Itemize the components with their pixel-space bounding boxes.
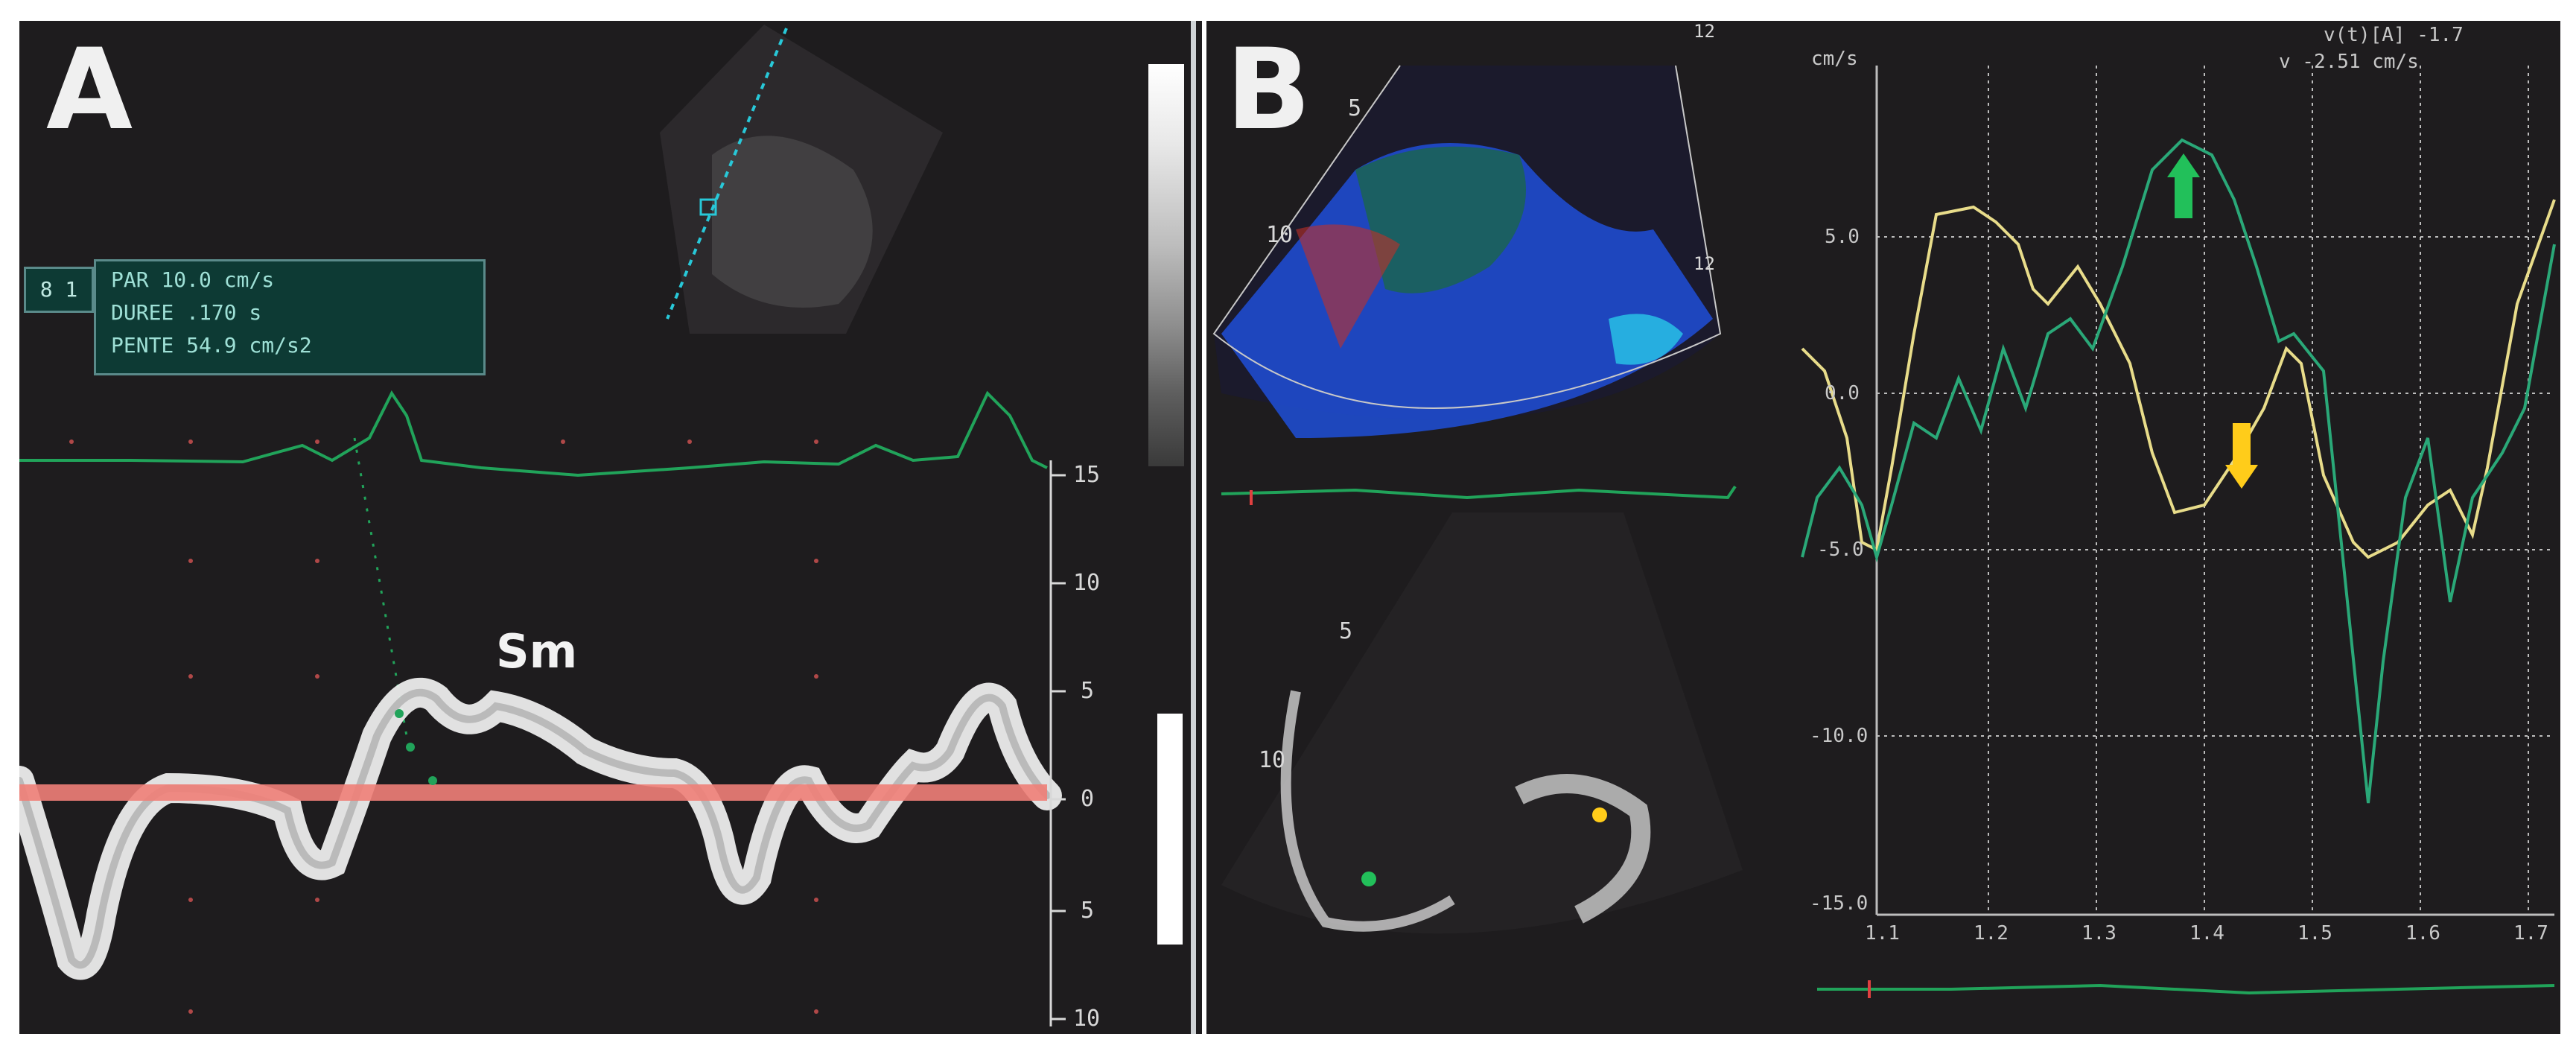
sm-wave-label: Sm (496, 624, 578, 679)
y-tick: 0.0 (1825, 382, 1860, 404)
y-tick: -5.0 (1817, 539, 1864, 561)
y-tick: -15.0 (1810, 892, 1869, 915)
measurement-line-par: PAR 10.0 cm/s (111, 267, 275, 292)
color-bar-top-label: 12 (1694, 21, 1715, 42)
panel-a-drawing (19, 25, 1066, 1026)
color-bar-bottom-label: 12 (1694, 253, 1715, 274)
depth-mark: 5 (1339, 618, 1353, 644)
x-tick: 1.4 (2189, 922, 2224, 945)
graph-header-line1: v(t)[A] -1.7 (2324, 24, 2464, 46)
y-tick: -10.0 (1810, 725, 1869, 747)
scale-tick: 15 (1073, 462, 1101, 488)
measurement-tag: 8 1 (24, 267, 94, 313)
x-tick: 1.3 (2082, 922, 2117, 945)
scale-tick: 10 (1073, 570, 1101, 596)
y-tick: 5.0 (1825, 226, 1860, 248)
x-tick: 1.7 (2513, 922, 2548, 945)
panel-divider (1191, 21, 1196, 1034)
panel-a-letter: A (46, 25, 133, 155)
scale-tick: 5 (1081, 898, 1095, 924)
scale-tick: 5 (1081, 678, 1095, 704)
panel-a: A 8 1 PAR 10.0 cm/s DUREE .170 s PENTE 5… (19, 21, 1202, 1034)
x-tick: 1.2 (1974, 922, 2009, 945)
x-tick: 1.6 (2405, 922, 2440, 945)
x-tick: 1.1 (1865, 922, 1900, 945)
depth-mark: 10 (1266, 222, 1294, 248)
measurement-box: PAR 10.0 cm/s DUREE .170 s PENTE 54.9 cm… (94, 259, 486, 375)
scale-side-label (1157, 714, 1183, 945)
measurement-line-duree: DUREE .170 s (111, 300, 262, 325)
graph-unit: cm/s (1811, 48, 1858, 70)
panel-b-letter: B (1226, 25, 1311, 155)
scale-tick: 10 (1073, 1006, 1101, 1032)
grayscale-ramp (1148, 64, 1184, 466)
panel-b-drawing (1212, 51, 2556, 998)
panel-b: B 5 10 5 10 12 12 cm/s v(t)[A] -1.7 v -2… (1206, 21, 2560, 1034)
scale-tick: 0 (1081, 786, 1095, 812)
graph-header-line2: v -2.51 cm/s (2279, 51, 2419, 73)
x-tick: 1.5 (2297, 922, 2332, 945)
depth-mark: 5 (1348, 95, 1362, 121)
depth-mark: 10 (1259, 747, 1286, 773)
measurement-line-pente: PENTE 54.9 cm/s2 (111, 333, 312, 358)
